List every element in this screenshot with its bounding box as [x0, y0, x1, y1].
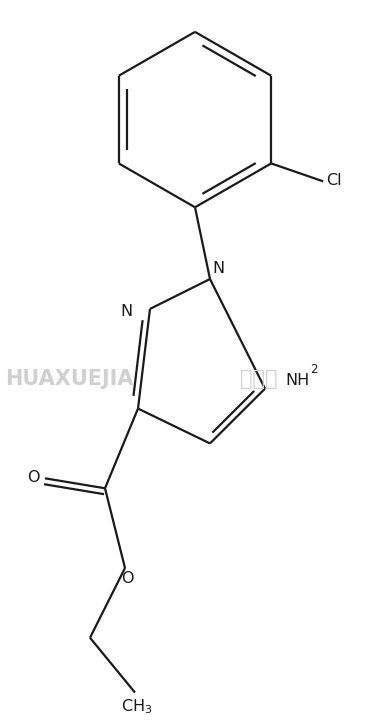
Text: Cl: Cl — [326, 173, 342, 188]
Text: 化学加: 化学加 — [240, 368, 277, 389]
Text: O: O — [27, 470, 40, 485]
Text: N: N — [120, 304, 132, 319]
Text: CH$_3$: CH$_3$ — [121, 697, 153, 716]
Text: 2: 2 — [310, 363, 318, 376]
Text: O: O — [121, 571, 133, 586]
Text: HUAXUEJIA: HUAXUEJIA — [5, 368, 133, 389]
Text: N: N — [212, 261, 224, 276]
Text: NH: NH — [285, 373, 309, 388]
